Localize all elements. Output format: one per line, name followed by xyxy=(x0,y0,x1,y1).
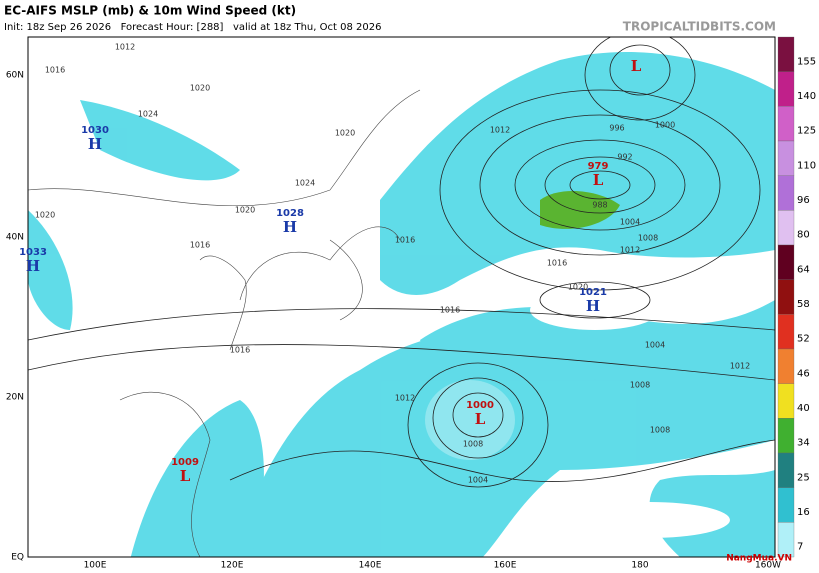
colorbar-bin xyxy=(777,418,795,454)
contour-label: 1024 xyxy=(295,179,315,188)
lat-label: EQ xyxy=(11,553,24,563)
center-letter: L xyxy=(631,57,642,75)
center-pressure: 1030 xyxy=(81,125,109,136)
colorbar-tick-label: 80 xyxy=(797,230,810,241)
lon-label: 160W xyxy=(755,561,781,571)
center-pressure: 1021 xyxy=(579,287,607,298)
contour-label: 1020 xyxy=(35,211,55,220)
center-pressure: 1009 xyxy=(171,457,199,468)
colorbar-tick-label: 96 xyxy=(797,195,810,206)
colorbar-bin xyxy=(777,36,795,72)
colorbar-tick-label: 140 xyxy=(797,91,816,102)
lat-label: 40N xyxy=(6,233,24,243)
colorbar-tick-label: 34 xyxy=(797,438,810,449)
contour-label: 1020 xyxy=(235,206,255,215)
contour-label: 1016 xyxy=(547,259,567,268)
colorbar-tick-label: 155 xyxy=(797,56,816,67)
colorbar-bin xyxy=(777,210,795,246)
contour-label: 1012 xyxy=(730,362,750,371)
center-letter: H xyxy=(283,218,297,236)
center-pressure: 1028 xyxy=(276,208,304,219)
colorbar-bin xyxy=(777,383,795,419)
colorbar-bin xyxy=(777,522,795,558)
colorbar-bin xyxy=(777,71,795,107)
contour-label: 1020 xyxy=(335,129,355,138)
contour-label: 1004 xyxy=(645,341,665,350)
contour-label: 1020 xyxy=(190,84,210,93)
center-letter: L xyxy=(180,467,191,485)
contour-label: 1020 xyxy=(568,283,588,292)
contour-label: 1012 xyxy=(395,394,415,403)
center-letter: H xyxy=(88,135,102,153)
colorbar-tick-label: 40 xyxy=(797,403,810,414)
contour-label: 992 xyxy=(617,153,632,162)
colorbar-tick-label: 64 xyxy=(797,264,810,275)
contour-label: 1008 xyxy=(463,440,483,449)
contour-label: 1004 xyxy=(620,218,640,227)
center-letter: H xyxy=(26,257,40,275)
colorbar-bin xyxy=(777,106,795,142)
contour-label: 1012 xyxy=(490,126,510,135)
center-letter: H xyxy=(586,297,600,315)
center-letter: L xyxy=(475,410,486,428)
lat-label: 20N xyxy=(6,393,24,403)
lon-label: 160E xyxy=(494,561,517,571)
contour-label: 1016 xyxy=(45,66,65,75)
contour-label: 1012 xyxy=(115,43,135,52)
colorbar-bin xyxy=(777,279,795,315)
watermark: NangMua.VN xyxy=(726,554,792,564)
map-frame xyxy=(27,36,776,558)
colorbar: 155 140 125 110 96 80 64 58 52 46 40 34 25 16 7 xyxy=(777,36,816,558)
map-area xyxy=(28,37,775,557)
contour-label: 1008 xyxy=(630,381,650,390)
colorbar-tick-label: 7 xyxy=(797,542,803,553)
lat-label: 60N xyxy=(6,71,24,81)
contour-label: 1008 xyxy=(638,234,658,243)
contour-label: 1016 xyxy=(440,306,460,315)
contour-label: 1016 xyxy=(190,241,210,250)
colorbar-bin xyxy=(777,314,795,350)
subtitle: Init: 18z Sep 26 2026 Forecast Hour: [28… xyxy=(4,22,381,33)
colorbar-bin xyxy=(777,175,795,211)
lon-label: 180 xyxy=(631,561,648,571)
contour-label: 1016 xyxy=(230,346,250,355)
colorbar-tick-label: 52 xyxy=(797,334,810,345)
contour-label: 996 xyxy=(609,124,624,133)
colorbar-bin xyxy=(777,487,795,523)
contour-label: 1024 xyxy=(138,110,158,119)
colorbar-tick-label: 25 xyxy=(797,472,810,483)
center-pressure: 1033 xyxy=(19,247,47,258)
colorbar-bin xyxy=(777,244,795,280)
colorbar-tick-label: 58 xyxy=(797,299,810,310)
colorbar-tick-label: 46 xyxy=(797,368,810,379)
colorbar-bin xyxy=(777,452,795,488)
center-pressure: 1000 xyxy=(466,400,494,411)
lon-label: 120E xyxy=(221,561,244,571)
colorbar-tick-label: 125 xyxy=(797,126,816,137)
lon-label: 140E xyxy=(359,561,382,571)
center-pressure: 979 xyxy=(588,161,609,172)
colorbar-bin xyxy=(777,348,795,384)
title: EC-AIFS MSLP (mb) & 10m Wind Speed (kt) xyxy=(4,4,296,18)
colorbar-tick-label: 110 xyxy=(797,160,816,171)
colorbar-tick-label: 16 xyxy=(797,507,810,518)
site-name: TROPICALTIDBITS.COM xyxy=(623,20,776,34)
center-letter: L xyxy=(593,171,604,189)
contour-label: 988 xyxy=(592,201,607,210)
contour-label: 1000 xyxy=(655,121,675,130)
colorbar-bin xyxy=(777,140,795,176)
lon-label: 100E xyxy=(84,561,107,571)
contour-label: 1004 xyxy=(468,476,488,485)
contour-label: 1012 xyxy=(620,246,640,255)
contour-label: 1016 xyxy=(395,236,415,245)
contour-label: 1008 xyxy=(650,426,670,435)
